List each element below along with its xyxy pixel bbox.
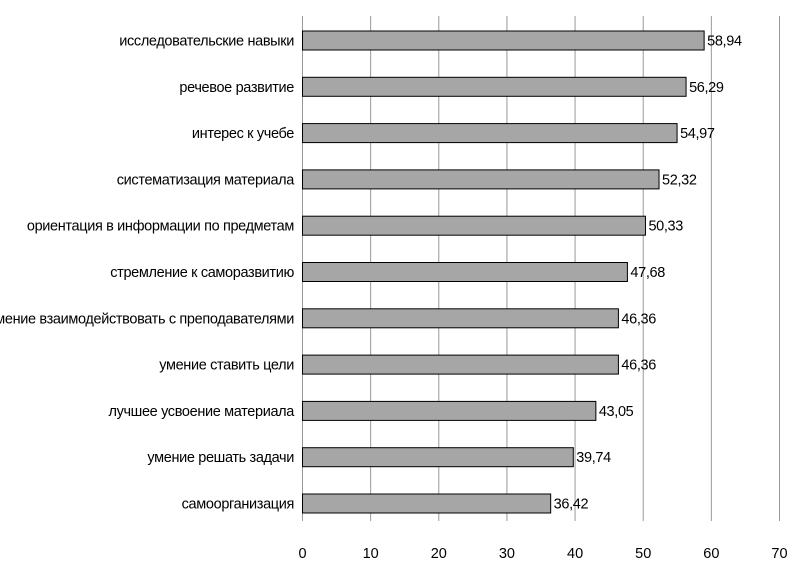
bar bbox=[302, 262, 628, 282]
value-label: 39,74 bbox=[576, 450, 611, 466]
category-label: самоорганизация bbox=[182, 497, 294, 513]
bar-layer bbox=[302, 30, 705, 514]
value-label: 46,36 bbox=[621, 358, 656, 374]
category-label: речевое развитие bbox=[179, 80, 294, 96]
category-label: интерес к учебе bbox=[192, 126, 294, 142]
value-label: 36,42 bbox=[554, 497, 589, 513]
category-label-layer: исследовательские навыки речевое развитие… bbox=[0, 34, 296, 513]
x-tick-label: 40 bbox=[567, 546, 583, 562]
category-label: стремление к саморазвитию bbox=[110, 265, 294, 281]
value-label: 47,68 bbox=[630, 265, 665, 281]
x-tick-label: 60 bbox=[703, 546, 719, 562]
value-label: 54,97 bbox=[680, 126, 715, 142]
x-tick-label: 30 bbox=[499, 546, 515, 562]
category-label: лучшее усвоение материала bbox=[108, 404, 295, 420]
value-label: 46,36 bbox=[621, 311, 656, 327]
category-label: умение взаимодействовать с преподавателя… bbox=[0, 311, 294, 327]
category-label: ориентация в информации по предметам bbox=[27, 219, 294, 235]
x-tick-label: 10 bbox=[363, 546, 379, 562]
bar bbox=[302, 354, 619, 375]
x-tick-label: 70 bbox=[771, 546, 787, 562]
value-label: 50,33 bbox=[648, 219, 683, 235]
value-label: 58,94 bbox=[707, 34, 742, 50]
bar bbox=[302, 123, 678, 144]
value-label-layer: 58,94 56,29 54,97 52,32 50,33 47,68 46,36 46,36… bbox=[554, 34, 743, 513]
x-tick-label: 50 bbox=[635, 546, 651, 562]
category-label: умение решать задачи bbox=[147, 450, 294, 466]
category-label: систематизация материала bbox=[117, 172, 295, 188]
bar bbox=[302, 76, 687, 97]
bar bbox=[302, 493, 552, 514]
category-label: исследовательские навыки bbox=[119, 34, 294, 50]
x-tick-label: 20 bbox=[431, 546, 447, 562]
tick-label-layer: 0 10 20 30 40 50 60 70 bbox=[298, 546, 787, 562]
bar bbox=[302, 400, 597, 421]
bar bbox=[302, 447, 574, 468]
x-tick-label: 0 bbox=[298, 546, 306, 562]
bar bbox=[302, 308, 619, 329]
bar bbox=[302, 30, 705, 51]
bar bbox=[302, 169, 660, 190]
value-label: 43,05 bbox=[599, 404, 634, 420]
bar bbox=[302, 215, 646, 236]
category-label: умение ставить цели bbox=[159, 358, 294, 374]
value-label: 56,29 bbox=[689, 80, 724, 96]
value-label: 52,32 bbox=[662, 172, 697, 188]
